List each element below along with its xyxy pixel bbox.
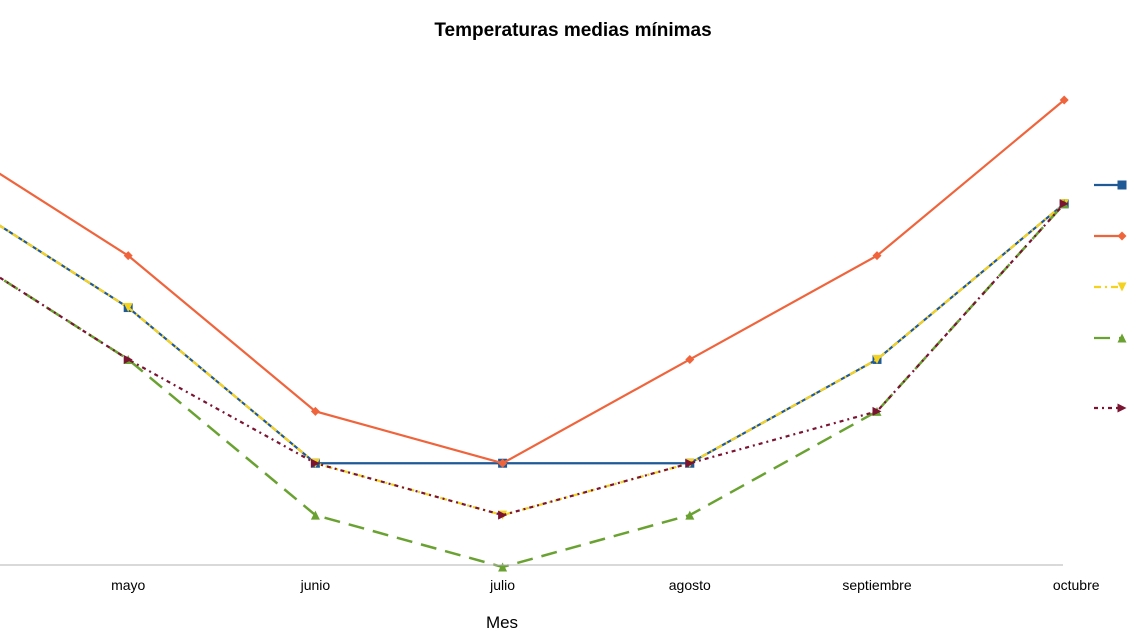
legend-swatch-marker [1117, 403, 1127, 413]
series-5-point [685, 458, 695, 468]
series-4 [0, 199, 1069, 572]
series-2-point [872, 251, 882, 261]
series-5-point [1059, 199, 1069, 209]
series-3 [0, 199, 1069, 520]
series-4-point [685, 510, 695, 520]
legend-swatch-marker [1117, 333, 1127, 343]
x-tick-label: septiembre [842, 577, 911, 593]
legend-entry-3 [1094, 282, 1127, 292]
plot-area [0, 95, 1069, 572]
series-1-line [0, 202, 1065, 465]
legend-entry-1 [1094, 180, 1127, 190]
series-2-point [498, 458, 508, 468]
series-2-point [685, 354, 695, 364]
series-4-point [498, 562, 508, 572]
x-axis-ticks: mayo junio julio agosto septiembre octubre [111, 577, 1100, 593]
series-3-line [0, 202, 1065, 517]
series-5-point [310, 458, 320, 468]
x-tick-label: mayo [111, 577, 145, 593]
legend-entry-4 [1094, 333, 1127, 343]
x-tick-label: agosto [669, 577, 711, 593]
x-tick-label: octubre [1053, 577, 1100, 593]
legend-swatch-marker [1117, 282, 1127, 292]
chart-title: Temperaturas medias mínimas [434, 20, 711, 41]
series-3-point [123, 303, 133, 313]
series-2-point [1059, 95, 1069, 105]
series-2-line [0, 99, 1065, 465]
legend-swatch-marker [1117, 180, 1127, 190]
legend-entry-2 [1094, 231, 1127, 241]
series-5 [0, 199, 1069, 520]
series-5-point [498, 510, 508, 520]
series-4-point [310, 510, 320, 520]
series-2-point [310, 406, 320, 416]
x-tick-label: junio [300, 577, 331, 593]
series-5-point [123, 354, 133, 364]
series-1 [0, 199, 1069, 468]
series-5-point [872, 406, 882, 416]
series-5-line [0, 203, 1066, 517]
x-tick-label: julio [489, 577, 515, 593]
series-3-point [872, 354, 882, 364]
legend-entry-5 [1094, 403, 1127, 413]
legend [1094, 180, 1127, 413]
series-4-line [0, 202, 1066, 569]
x-axis-title: Mes [486, 613, 518, 632]
series-2-point [123, 251, 133, 261]
legend-swatch-marker [1117, 231, 1127, 241]
series-2 [0, 95, 1069, 468]
